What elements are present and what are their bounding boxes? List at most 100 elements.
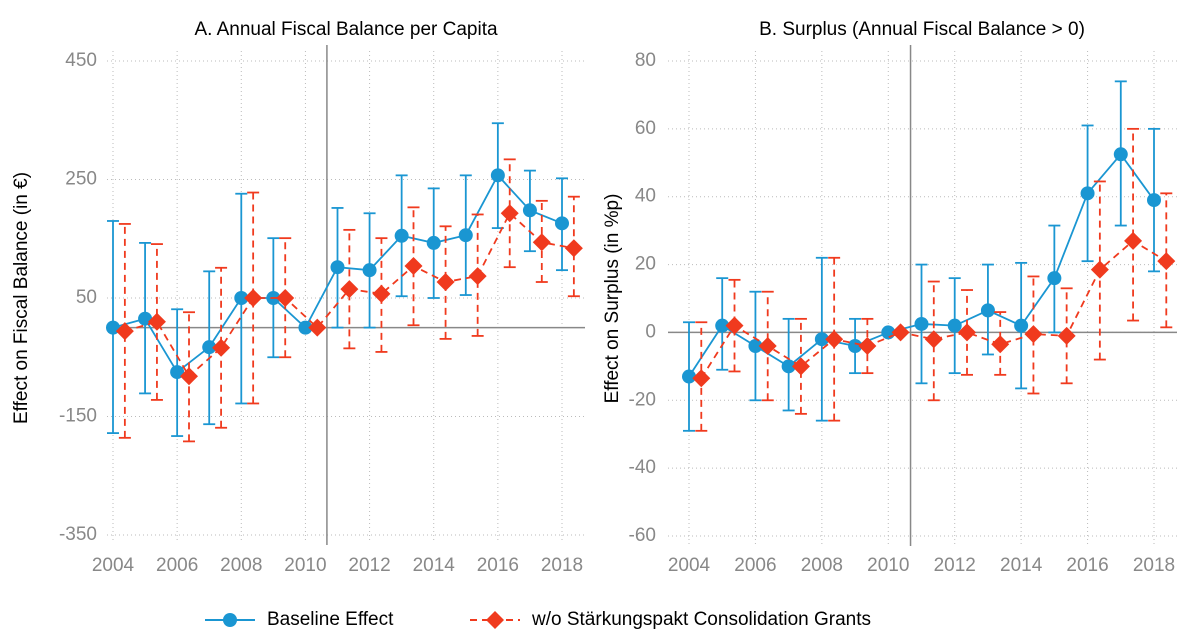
- point: [825, 330, 844, 349]
- y-tick-label: 450: [65, 50, 97, 71]
- point: [781, 359, 796, 374]
- error-bar: [1160, 192, 1173, 329]
- point: [1057, 326, 1076, 345]
- point: [814, 332, 829, 347]
- y-axis-label: Effect on Fiscal Balance (in €): [11, 172, 32, 424]
- point: [725, 316, 744, 335]
- point: [308, 318, 327, 337]
- error-bar: [407, 206, 420, 327]
- point: [924, 330, 943, 349]
- x-tick-label: 2014: [413, 555, 456, 576]
- legend-label: Baseline Effect: [267, 609, 394, 630]
- point: [522, 203, 537, 218]
- point: [486, 611, 504, 629]
- point: [147, 312, 166, 331]
- point: [202, 340, 217, 355]
- point: [555, 216, 569, 231]
- y-tick-label: -40: [629, 457, 656, 478]
- point: [947, 318, 962, 333]
- point: [234, 291, 249, 305]
- error-bar: [215, 266, 228, 429]
- y-tick-label: 250: [65, 169, 97, 190]
- point: [1113, 147, 1128, 162]
- y-tick-label: 0: [645, 321, 656, 342]
- x-tick-label: 2004: [92, 555, 135, 576]
- y-tick-label: 60: [635, 118, 656, 139]
- point: [490, 168, 505, 183]
- point: [362, 263, 377, 278]
- x-tick-label: 2012: [348, 555, 390, 576]
- y-tick-label: 50: [76, 287, 97, 308]
- point: [115, 322, 134, 341]
- error-bar: [279, 237, 292, 359]
- point: [394, 228, 409, 243]
- point: [1157, 252, 1176, 271]
- point: [1080, 186, 1095, 201]
- error-bar: [828, 256, 841, 422]
- x-tick-label: 2010: [867, 555, 909, 576]
- x-tick-label: 2006: [156, 555, 198, 576]
- y-axis-label: Effect on Surplus (in %p): [602, 194, 623, 404]
- point: [468, 267, 487, 286]
- chart-title: A. Annual Fiscal Balance per Capita: [194, 19, 498, 40]
- point: [692, 369, 711, 388]
- point: [682, 369, 696, 384]
- error-bar: [1027, 275, 1040, 395]
- error-bar: [343, 228, 356, 350]
- error-bar: [118, 223, 131, 439]
- point: [298, 320, 313, 335]
- point: [1024, 325, 1043, 344]
- error-bar: [1060, 287, 1073, 385]
- point: [340, 280, 359, 299]
- point: [848, 339, 863, 353]
- point: [758, 337, 777, 355]
- point: [372, 284, 391, 303]
- point: [212, 338, 231, 357]
- point: [170, 365, 185, 380]
- point: [436, 273, 455, 292]
- point: [791, 357, 810, 376]
- point: [223, 613, 237, 627]
- error-bar: [794, 317, 807, 415]
- point: [532, 233, 551, 252]
- y-tick-label: -150: [59, 406, 97, 427]
- y-tick-label: -350: [59, 524, 97, 545]
- point: [1047, 271, 1062, 286]
- point: [1090, 260, 1109, 279]
- point: [858, 337, 877, 355]
- y-tick-label: -20: [629, 389, 656, 410]
- point: [991, 335, 1010, 354]
- point: [891, 323, 910, 342]
- point: [1014, 318, 1029, 333]
- legend-label: w/o Stärkungspakt Consolidation Grants: [531, 609, 871, 630]
- point: [500, 204, 519, 223]
- x-tick-label: 2014: [1000, 555, 1043, 576]
- point: [958, 323, 977, 342]
- x-tick-label: 2012: [934, 555, 976, 576]
- error-bar: [927, 280, 940, 402]
- point: [330, 260, 345, 275]
- y-tick-label: 80: [635, 50, 656, 71]
- point: [458, 228, 473, 243]
- x-tick-label: 2008: [220, 555, 262, 576]
- series-line: [700, 239, 1167, 379]
- point: [244, 289, 263, 307]
- x-tick-label: 2008: [801, 555, 843, 576]
- x-tick-label: 2018: [541, 555, 583, 576]
- error-bar: [1127, 127, 1140, 322]
- x-tick-label: 2010: [284, 555, 326, 576]
- point: [180, 367, 199, 386]
- x-tick-label: 2004: [668, 555, 711, 576]
- error-bar: [994, 311, 1007, 376]
- point: [1124, 231, 1143, 250]
- error-bar: [375, 237, 388, 353]
- x-tick-label: 2018: [1133, 555, 1175, 576]
- error-bar: [728, 278, 741, 373]
- y-tick-label: 40: [635, 186, 656, 207]
- x-tick-label: 2016: [1066, 555, 1108, 576]
- x-tick-label: 2016: [477, 555, 519, 576]
- y-tick-label: -60: [629, 525, 656, 546]
- y-tick-label: 20: [635, 254, 656, 275]
- point: [980, 303, 995, 318]
